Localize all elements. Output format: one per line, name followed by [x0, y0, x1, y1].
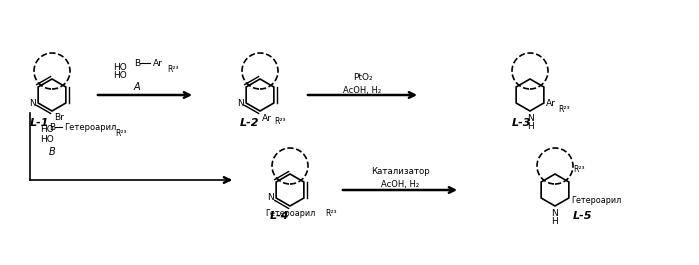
Text: R²³: R²³ — [167, 64, 179, 73]
Text: AcOH, H₂: AcOH, H₂ — [343, 86, 382, 95]
Text: R²³: R²³ — [573, 165, 584, 174]
Text: L-2: L-2 — [240, 118, 260, 128]
Text: L-5: L-5 — [573, 211, 593, 221]
Text: HO: HO — [40, 126, 54, 135]
Text: R²³: R²³ — [558, 104, 570, 113]
Text: Ar: Ar — [153, 59, 163, 68]
Text: Гетероарил: Гетероарил — [265, 209, 315, 218]
Text: HO: HO — [113, 70, 127, 80]
Text: HO: HO — [40, 135, 54, 144]
Text: N: N — [268, 193, 274, 202]
Text: B: B — [49, 147, 55, 157]
Text: N: N — [29, 99, 36, 108]
Text: Ar: Ar — [546, 99, 556, 108]
Text: Br: Br — [54, 113, 64, 122]
Text: B: B — [134, 59, 140, 68]
Text: L-1: L-1 — [30, 118, 50, 128]
Text: Ar: Ar — [262, 114, 272, 123]
Text: AcOH, H₂: AcOH, H₂ — [381, 180, 419, 189]
Text: HO: HO — [113, 63, 127, 72]
Text: Гетероарил: Гетероарил — [64, 122, 116, 131]
Text: L-4: L-4 — [271, 211, 290, 221]
Text: R²³: R²³ — [115, 129, 127, 138]
Text: R²³: R²³ — [325, 209, 337, 218]
Text: A: A — [134, 82, 140, 92]
Text: N: N — [552, 209, 559, 218]
Text: N: N — [526, 114, 533, 123]
Text: Катализатор: Катализатор — [370, 167, 429, 176]
Text: B: B — [49, 122, 55, 131]
Text: L-3: L-3 — [512, 118, 532, 128]
Text: R²³: R²³ — [274, 117, 286, 126]
Text: H: H — [526, 122, 533, 131]
Text: N: N — [238, 99, 244, 108]
Text: PtO₂: PtO₂ — [353, 73, 373, 82]
Text: H: H — [552, 217, 559, 226]
Text: Гетероарил: Гетероарил — [571, 196, 621, 205]
